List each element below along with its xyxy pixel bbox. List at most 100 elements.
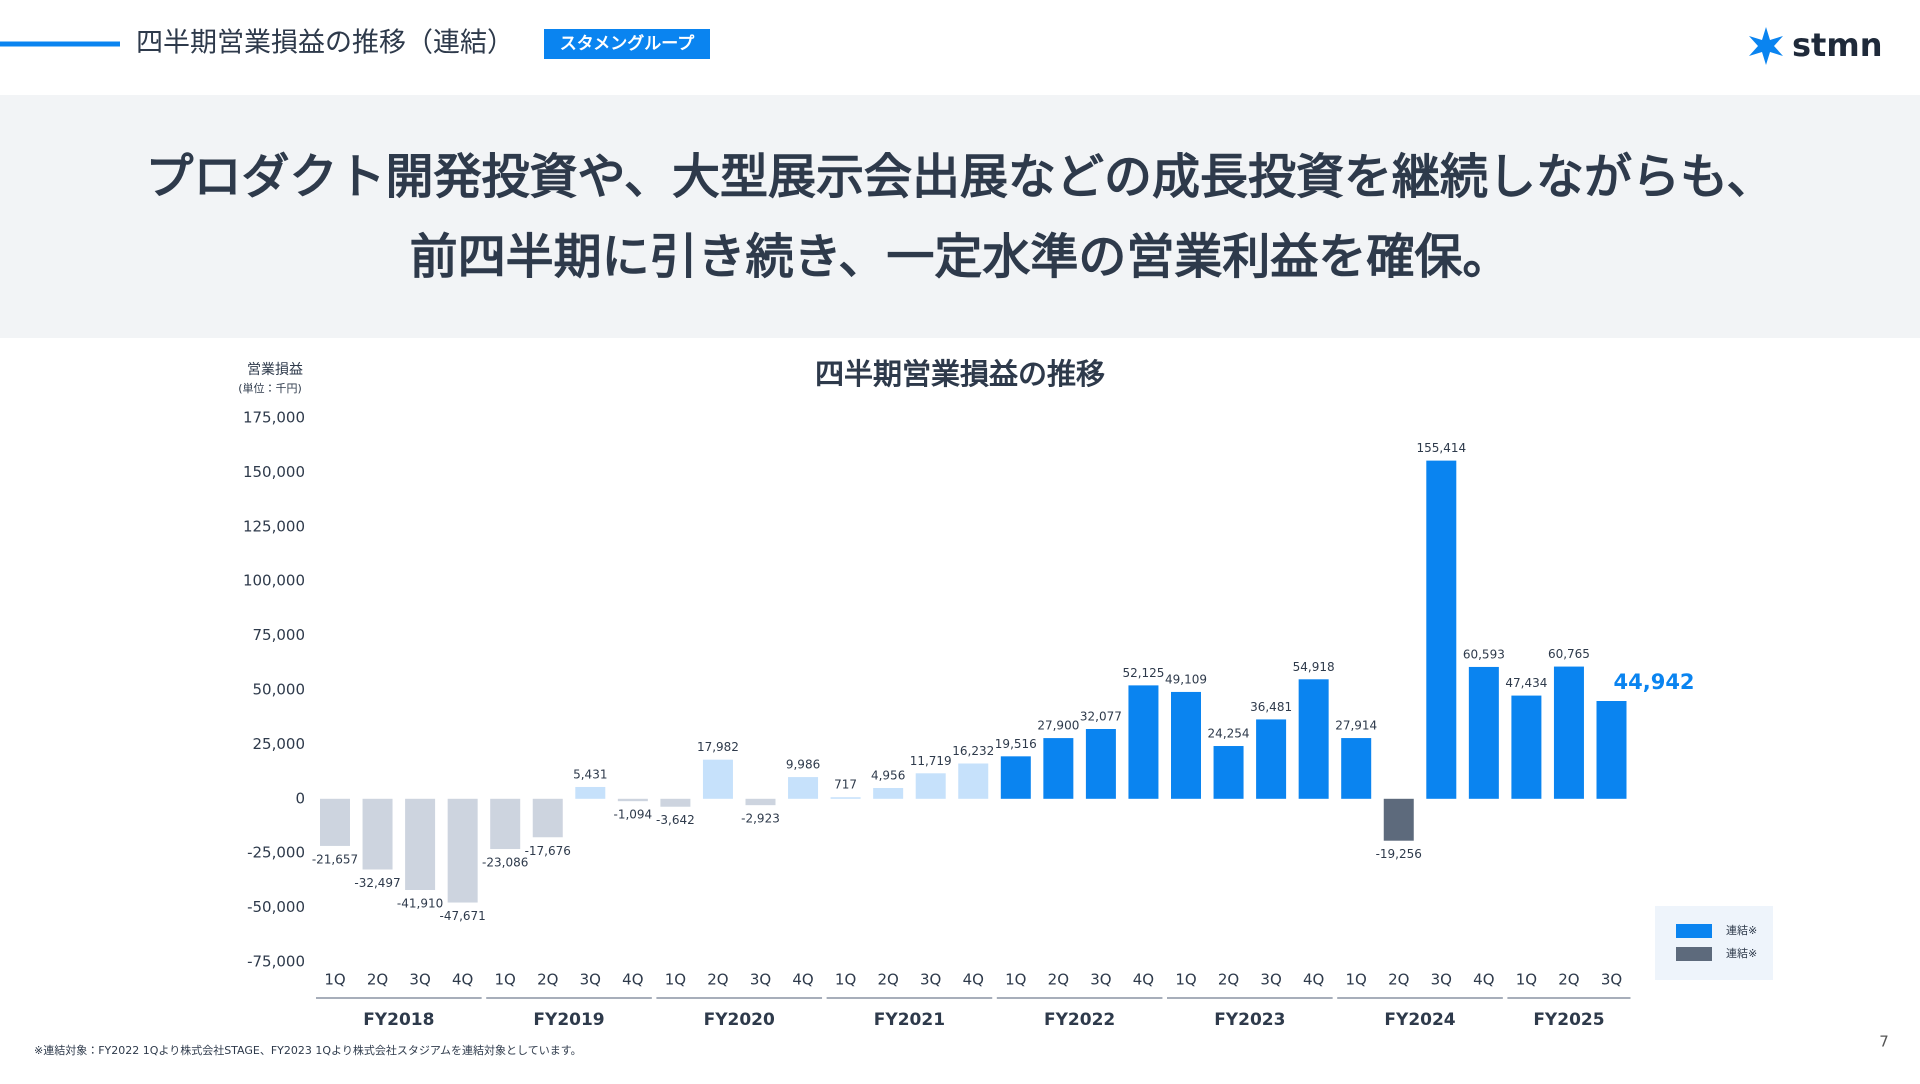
- x-tick-label: 1Q: [1346, 971, 1367, 989]
- bar: [915, 773, 946, 799]
- bar: [532, 798, 563, 838]
- x-tick-label: 3Q: [1431, 971, 1452, 989]
- y-tick-label: 25,000: [253, 735, 306, 753]
- group-label: FY2023: [1214, 1010, 1285, 1030]
- bar: [1085, 729, 1116, 799]
- value-label: 16,232: [952, 744, 994, 758]
- value-label: -17,676: [525, 844, 571, 858]
- x-tick-label: 1Q: [1516, 971, 1537, 989]
- value-label: 11,719: [910, 754, 952, 768]
- value-label: -32,497: [354, 876, 400, 890]
- bar: [617, 798, 648, 802]
- value-label: 49,109: [1165, 672, 1207, 686]
- x-tick-label: 4Q: [963, 971, 984, 989]
- bar: [873, 788, 904, 799]
- bar: [1468, 666, 1499, 799]
- headline: プロダクト開発投資や、大型展示会出展などの成長投資を継続しながらも、: [145, 149, 1774, 205]
- bar: [1256, 719, 1287, 799]
- logo: stmn: [1792, 26, 1882, 64]
- legend-label: 連結※: [1726, 923, 1757, 937]
- value-label: 54,918: [1293, 660, 1335, 674]
- legend-label: 連結※: [1726, 946, 1757, 960]
- bar: [660, 798, 691, 807]
- y-tick-label: -25,000: [247, 844, 305, 862]
- value-label: 4,956: [871, 769, 905, 783]
- bar: [1298, 679, 1329, 799]
- x-tick-label: 1Q: [835, 971, 856, 989]
- bar: [447, 798, 478, 903]
- value-label: 717: [834, 778, 857, 792]
- y-axis-label: 営業損益: [247, 362, 303, 378]
- value-label: 60,593: [1463, 647, 1505, 661]
- value-label: -19,256: [1376, 847, 1422, 861]
- value-label: -1,094: [614, 808, 653, 822]
- group-label: FY2020: [704, 1010, 775, 1030]
- group-label: FY2025: [1533, 1010, 1604, 1030]
- bar: [702, 759, 733, 799]
- x-tick-label: 4Q: [792, 971, 813, 989]
- x-tick-label: 2Q: [1558, 971, 1579, 989]
- group-label: FY2024: [1384, 1010, 1455, 1030]
- bar: [362, 798, 393, 870]
- y-tick-label: 125,000: [243, 517, 305, 535]
- bar: [490, 798, 521, 850]
- bar: [1043, 738, 1074, 799]
- page-number: 7: [1879, 1033, 1889, 1051]
- x-tick-label: 1Q: [1175, 971, 1196, 989]
- value-label: 27,914: [1335, 719, 1377, 733]
- y-tick-label: -75,000: [247, 953, 305, 971]
- y-tick-label: 0: [295, 789, 305, 807]
- value-label: 36,481: [1250, 700, 1292, 714]
- value-label: 47,434: [1505, 676, 1547, 690]
- bar: [1128, 685, 1159, 799]
- value-label: 32,077: [1080, 710, 1122, 724]
- value-label: 19,516: [995, 737, 1037, 751]
- x-tick-label: 1Q: [1005, 971, 1026, 989]
- bar: [1426, 460, 1457, 799]
- x-tick-label: 1Q: [495, 971, 516, 989]
- y-axis-unit: (単位：千円): [238, 381, 302, 395]
- x-tick-label: 2Q: [1218, 971, 1239, 989]
- headline: 前四半期に引き続き、一定水準の営業利益を確保。: [410, 229, 1511, 285]
- legend-box: [1655, 906, 1773, 980]
- x-tick-label: 1Q: [324, 971, 345, 989]
- bar: [1171, 691, 1201, 799]
- bar: [320, 798, 350, 846]
- x-tick-label: 2Q: [707, 971, 728, 989]
- x-tick-label: 3Q: [580, 971, 601, 989]
- group-label: FY2018: [363, 1010, 434, 1030]
- bar: [1213, 746, 1244, 799]
- bar: [788, 777, 819, 799]
- bar: [405, 798, 436, 890]
- x-tick-label: 4Q: [1473, 971, 1494, 989]
- bar: [1383, 798, 1414, 841]
- x-tick-label: 3Q: [1090, 971, 1111, 989]
- bar: [958, 763, 989, 799]
- value-label: 9,986: [786, 758, 820, 772]
- value-label: -47,671: [439, 909, 485, 923]
- value-label: 5,431: [573, 767, 607, 781]
- y-tick-label: 150,000: [243, 463, 305, 481]
- bar: [830, 797, 861, 799]
- bar: [575, 786, 606, 799]
- bar: [1000, 756, 1031, 799]
- value-label: -41,910: [397, 896, 443, 910]
- value-label: 60,765: [1548, 647, 1590, 661]
- header-title: 四半期営業損益の推移（連結）: [136, 28, 514, 59]
- group-label: FY2019: [533, 1010, 604, 1030]
- x-tick-label: 2Q: [537, 971, 558, 989]
- y-tick-label: -50,000: [247, 898, 305, 916]
- bar: [745, 798, 776, 806]
- y-tick-label: 50,000: [253, 681, 306, 699]
- x-tick-label: 3Q: [750, 971, 771, 989]
- value-label: -3,642: [656, 813, 695, 827]
- value-label: -21,657: [312, 852, 358, 866]
- badge: スタメングループ: [560, 33, 695, 54]
- x-tick-label: 2Q: [1048, 971, 1069, 989]
- group-label: FY2022: [1044, 1010, 1115, 1030]
- y-tick-label: 75,000: [253, 626, 306, 644]
- value-label: 24,254: [1208, 727, 1250, 741]
- x-tick-label: 2Q: [877, 971, 898, 989]
